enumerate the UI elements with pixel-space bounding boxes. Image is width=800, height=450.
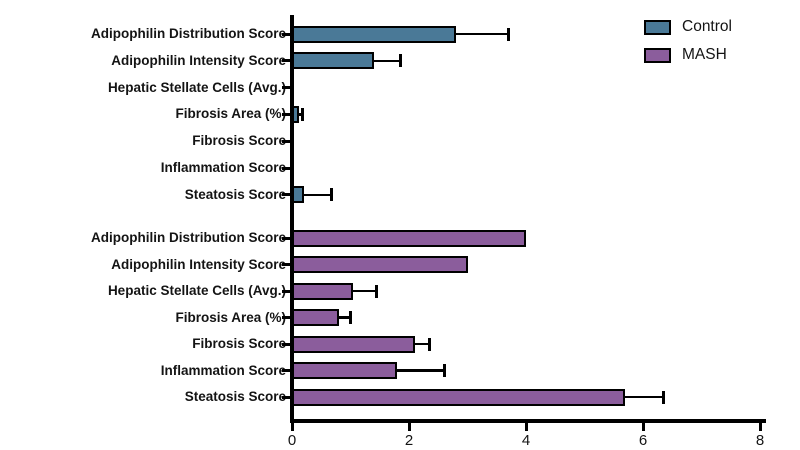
- category-label: Fibrosis Score: [192, 133, 286, 149]
- category-label: Steatosis Score: [184, 186, 286, 202]
- y-axis-tick: [282, 316, 291, 319]
- error-bar-line: [625, 395, 664, 399]
- category-label: Adipophilin Distribution Score: [91, 230, 286, 245]
- legend: Control MASH: [644, 19, 732, 75]
- error-bar-line: [455, 32, 509, 36]
- error-bar-cap: [427, 337, 431, 351]
- x-axis-line: [290, 419, 766, 423]
- category-label: Fibrosis Area (%): [175, 106, 286, 122]
- error-bar-cap: [506, 27, 510, 41]
- x-tick-label: 2: [404, 432, 414, 449]
- y-axis-tick: [282, 193, 291, 197]
- error-bar-line: [303, 193, 332, 197]
- control-bar: [292, 186, 304, 204]
- x-axis-tick: [758, 423, 762, 431]
- legend-item-control: Control: [644, 19, 732, 35]
- x-axis-tick: [407, 423, 411, 431]
- error-bar-cap: [398, 54, 402, 68]
- category-label: Steatosis Score: [184, 389, 286, 404]
- category-label: Hepatic Stellate Cells (Avg.): [107, 283, 286, 298]
- category-label: Adipophilin Intensity Score: [111, 256, 286, 272]
- y-axis-tick: [282, 86, 291, 90]
- mash-bar: [292, 309, 339, 326]
- x-tick-label: 4: [521, 432, 531, 449]
- mash-bar: [292, 282, 354, 300]
- error-bar-cap: [349, 311, 352, 324]
- y-axis-line: [290, 15, 294, 423]
- error-bar-cap: [330, 188, 334, 202]
- error-bar-cap: [375, 284, 379, 298]
- mash-bar: [292, 229, 526, 247]
- y-axis-tick: [282, 59, 291, 63]
- category-label: Fibrosis Score: [192, 336, 286, 351]
- category-label: Fibrosis Area (%): [175, 309, 286, 325]
- x-axis-tick: [524, 423, 528, 431]
- legend-label-mash: MASH: [682, 46, 727, 63]
- mash-bar: [292, 256, 468, 273]
- error-bar-cap: [442, 364, 446, 377]
- x-axis-tick: [290, 423, 294, 431]
- y-axis-tick: [282, 369, 291, 372]
- y-axis-tick: [282, 395, 291, 399]
- legend-label-control: Control: [682, 18, 732, 35]
- x-tick-label: 0: [287, 432, 297, 449]
- mash-bar: [292, 335, 415, 353]
- y-axis-tick: [282, 32, 291, 36]
- y-axis-tick: [282, 289, 291, 293]
- legend-item-mash: MASH: [644, 47, 732, 63]
- category-label: Inflammation Score: [160, 160, 286, 175]
- control-bar: [292, 105, 300, 123]
- control-bar: [292, 25, 456, 43]
- y-axis-tick: [282, 342, 291, 346]
- category-label: Inflammation Score: [160, 362, 286, 378]
- error-bar-cap: [301, 107, 305, 121]
- category-label: Adipophilin Distribution Score: [91, 26, 286, 41]
- error-bar-line: [414, 342, 430, 346]
- category-label: Adipophilin Intensity Score: [111, 52, 286, 68]
- control-bar: [292, 52, 374, 70]
- mash-bar: [292, 362, 398, 379]
- x-tick-label: 8: [755, 432, 765, 449]
- y-axis-tick: [282, 139, 291, 143]
- error-bar-line: [299, 113, 303, 116]
- error-bar-line: [397, 369, 445, 372]
- y-axis-tick: [282, 263, 291, 266]
- y-axis-tick: [282, 236, 291, 240]
- x-axis-tick: [641, 423, 645, 431]
- y-axis-tick: [282, 112, 291, 116]
- error-bar-line: [353, 289, 377, 293]
- mash-bar: [292, 388, 626, 406]
- error-bar-line: [338, 316, 351, 319]
- error-bar-line: [373, 59, 401, 63]
- mash-swatch-icon: [644, 47, 671, 63]
- error-bar-cap: [661, 390, 665, 404]
- category-label: Hepatic Stellate Cells (Avg.): [107, 79, 286, 95]
- x-tick-label: 6: [638, 432, 648, 449]
- y-axis-tick: [282, 166, 291, 170]
- control-swatch-icon: [644, 19, 671, 35]
